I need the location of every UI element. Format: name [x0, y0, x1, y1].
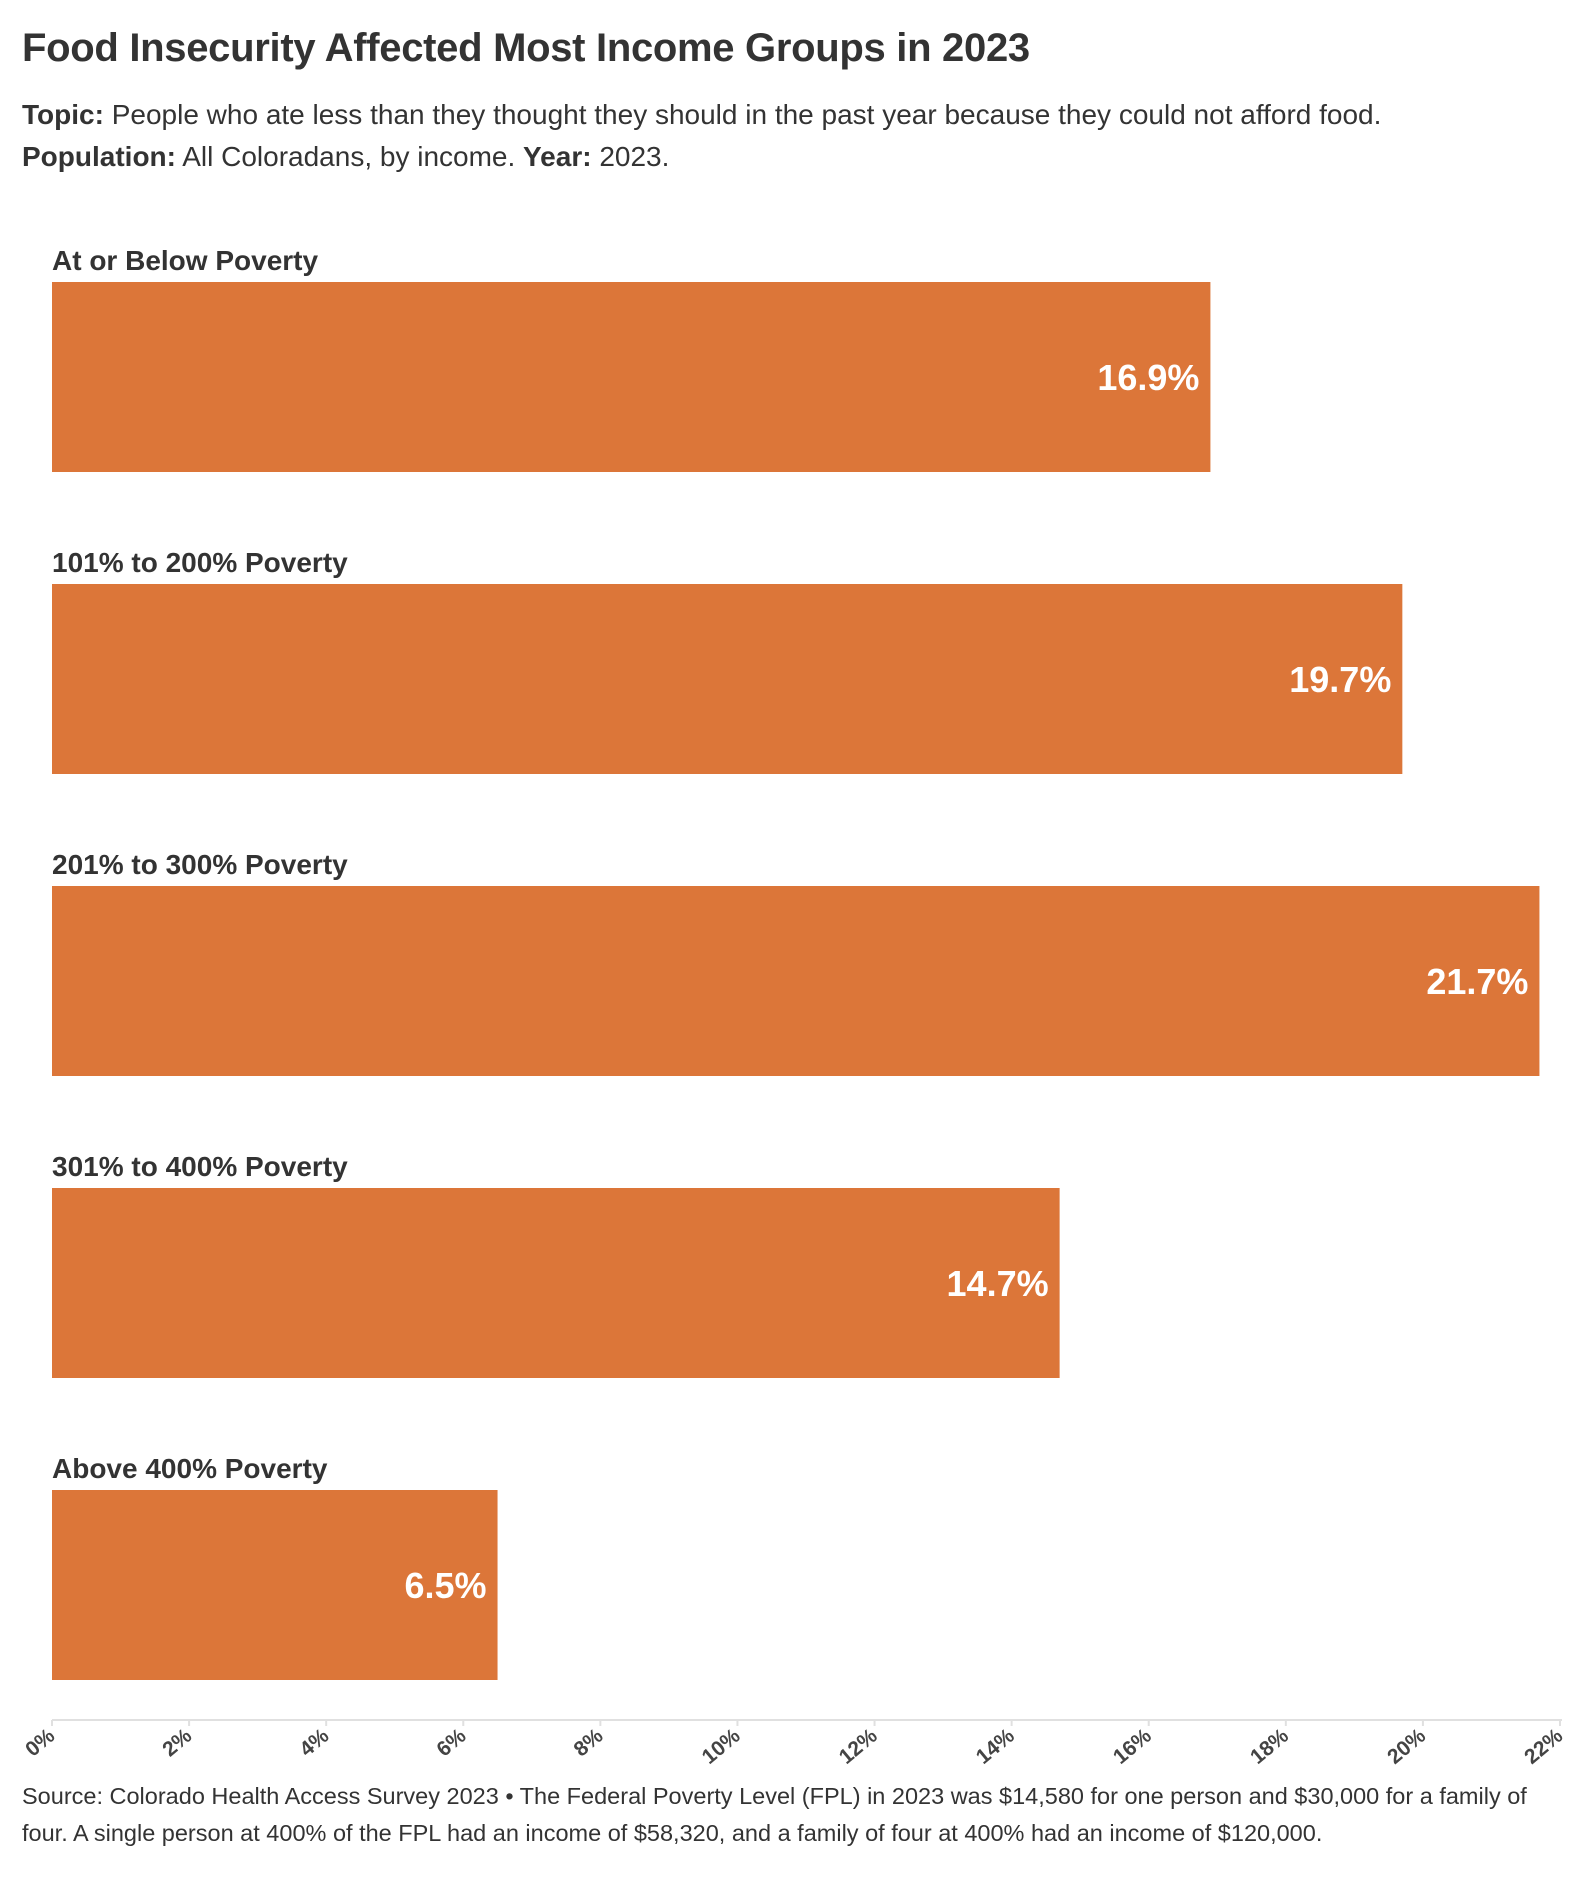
- bar: [52, 1188, 1060, 1378]
- x-tick-label: 8%: [570, 1724, 608, 1761]
- category-label: 301% to 400% Poverty: [52, 1151, 348, 1182]
- value-label: 21.7%: [1426, 961, 1528, 1002]
- x-tick-label: 22%: [1520, 1724, 1567, 1769]
- category-label: 101% to 200% Poverty: [52, 547, 348, 578]
- value-label: 19.7%: [1289, 659, 1391, 700]
- value-label: 16.9%: [1097, 357, 1199, 398]
- topic-text: People who ate less than they thought th…: [111, 99, 1382, 130]
- x-tick-label: 0%: [21, 1724, 59, 1761]
- bar-chart: At or Below Poverty 16.9% 101% to 200% Pov…: [21, 245, 1567, 1769]
- x-tick-label: 20%: [1383, 1724, 1430, 1769]
- value-label: 14.7%: [947, 1263, 1049, 1304]
- x-tick-label: 4%: [295, 1724, 333, 1761]
- value-label: 6.5%: [404, 1565, 486, 1606]
- x-tick-label: 14%: [972, 1724, 1019, 1769]
- x-tick-label: 18%: [1246, 1724, 1293, 1769]
- population-label: Population:: [22, 141, 176, 172]
- population-text: All Coloradans, by income.: [182, 141, 516, 172]
- bar: [52, 886, 1540, 1076]
- category-label: 201% to 300% Poverty: [52, 849, 348, 880]
- x-tick-label: 12%: [835, 1724, 882, 1769]
- topic-label: Topic:: [22, 99, 104, 130]
- bar: [52, 1490, 498, 1680]
- x-tick-label: 6%: [432, 1724, 470, 1761]
- chart-title: Food Insecurity Affected Most Income Gro…: [22, 26, 1030, 70]
- source-note: Source: Colorado Health Access Survey 20…: [22, 1783, 1527, 1846]
- x-tick-label: 10%: [698, 1724, 745, 1769]
- x-tick-label: 2%: [158, 1724, 196, 1761]
- category-label: Above 400% Poverty: [52, 1453, 328, 1484]
- category-label: At or Below Poverty: [52, 245, 318, 276]
- x-tick-label: 16%: [1109, 1724, 1156, 1769]
- year-label: Year:: [523, 141, 592, 172]
- bar: [52, 282, 1211, 472]
- topic-line: Topic: People who ate less than they tho…: [22, 94, 1572, 136]
- chart-subtitle: Topic: People who ate less than they tho…: [22, 94, 1572, 178]
- year-text: 2023.: [599, 141, 670, 172]
- population-line: Population: All Coloradans, by income. Y…: [22, 136, 1572, 178]
- bar: [52, 584, 1403, 774]
